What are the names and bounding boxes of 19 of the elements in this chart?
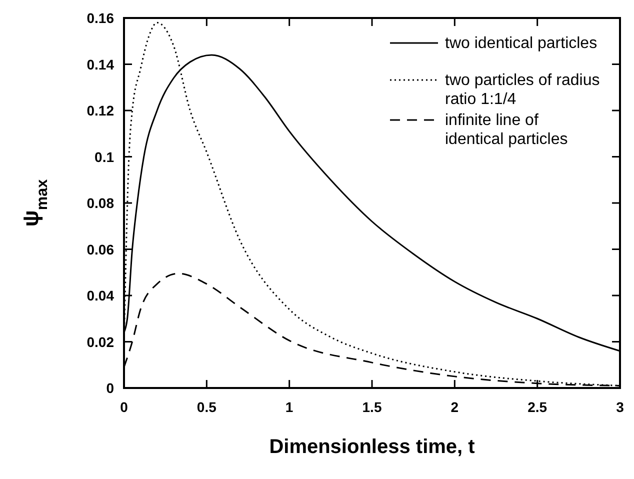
x-tick-label: 1.5 (362, 399, 382, 415)
y-tick-label: 0.16 (86, 10, 114, 26)
y-tick-label: 0.02 (86, 334, 114, 350)
x-tick-label: 0.5 (196, 399, 217, 415)
y-tick-label: 0 (106, 380, 114, 396)
y-tick-label: 0.12 (86, 102, 114, 118)
y-tick-label: 0.04 (86, 288, 114, 304)
x-axis-title: Dimensionless time, t (269, 436, 476, 458)
y-tick-label: 0.1 (94, 148, 114, 165)
x-tick-label: 2.5 (528, 399, 548, 415)
y-tick-label: 0.08 (86, 195, 114, 211)
y-tick-label: 0.14 (86, 56, 114, 72)
legend-label: infinite line of identical particles (445, 112, 568, 148)
x-tick-label: 2 (450, 399, 459, 415)
legend-label: two identical particles (445, 35, 598, 52)
y-tick-label: 0.06 (86, 241, 114, 258)
x-tick-label: 1 (285, 399, 294, 415)
x-tick-label: 3 (616, 399, 624, 415)
x-tick-label: 0 (120, 399, 128, 415)
